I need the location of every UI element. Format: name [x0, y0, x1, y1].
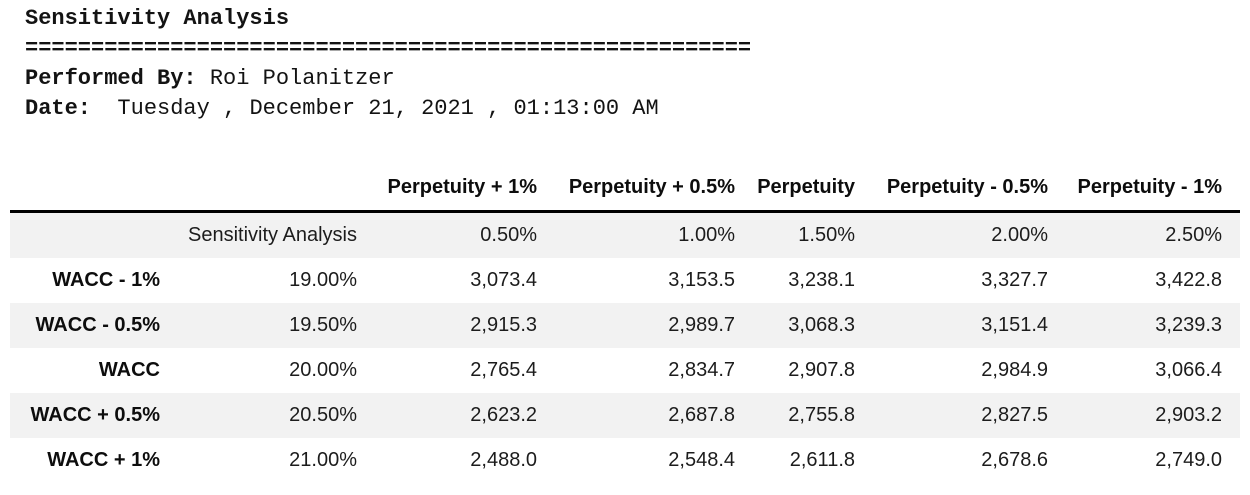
date-line: Date: Tuesday , December 21, 2021 , 01:1…	[25, 94, 751, 124]
table-cell: 20.00%	[289, 359, 357, 381]
table-cell: 2,548.4	[668, 449, 735, 471]
table-cell: 2,488.0	[470, 449, 537, 471]
row-index-cell: WACC	[98, 359, 160, 381]
table-cell: 2,749.0	[1155, 449, 1222, 471]
table-cell: 3,238.1	[788, 269, 855, 291]
table-cell: 2,834.7	[668, 359, 735, 381]
table-cell: 2,989.7	[668, 314, 735, 336]
table-header-row: Perpetuity + 1% Perpetuity + 0.5% Perpetui…	[10, 165, 1240, 213]
row-index-cell	[10, 212, 178, 259]
row-index-cell: WACC - 1%	[52, 269, 160, 291]
table-body: Sensitivity Analysis 0.50% 1.00% 1.50% 2.00%…	[10, 211, 1240, 484]
table-cell: 20.50%	[289, 404, 357, 426]
table-cell: 2,678.6	[981, 449, 1048, 471]
table-cell: 2,984.9	[981, 359, 1048, 381]
table-row: WACC - 1% 19.00% 3,073.4 3,153.5 3,238.1 3,32…	[10, 258, 1240, 303]
table-cell: 1.00%	[678, 224, 735, 246]
table-cell: 2,907.8	[788, 359, 855, 381]
table-cell: 3,153.5	[668, 269, 735, 291]
table-cell: 2.50%	[1165, 224, 1222, 246]
performed-by-label: Performed By:	[25, 66, 197, 91]
table-cell: 3,239.3	[1155, 314, 1222, 336]
table-cell: 21.00%	[289, 449, 357, 471]
column-header	[10, 165, 178, 213]
table-cell: 1.50%	[798, 224, 855, 246]
table-row: WACC + 0.5% 20.50% 2,623.2 2,687.8 2,755.8 2,…	[10, 393, 1240, 438]
row-index-cell: WACC - 0.5%	[35, 314, 160, 336]
table-cell: 0.50%	[480, 224, 537, 246]
table-cell: 2,687.8	[668, 404, 735, 426]
date-value: Tuesday , December 21, 2021 , 01:13:00 A…	[91, 96, 659, 121]
table-row: WACC - 0.5% 19.50% 2,915.3 2,989.7 3,068.3 3,…	[10, 303, 1240, 348]
report-title: Sensitivity Analysis	[25, 6, 290, 31]
table-cell: 19.00%	[289, 269, 357, 291]
table-row: WACC + 1% 21.00% 2,488.0 2,548.4 2,611.8 2,67…	[10, 438, 1240, 483]
performed-by-line: Performed By: Roi Polanitzer	[25, 64, 751, 94]
table-cell: 2,611.8	[789, 449, 855, 471]
table-cell: Sensitivity Analysis	[188, 224, 357, 246]
performed-by-value: Roi Polanitzer	[196, 66, 395, 91]
table-cell: 3,066.4	[1155, 359, 1222, 381]
table-row: Sensitivity Analysis 0.50% 1.00% 1.50% 2.00%…	[10, 211, 1240, 259]
table-cell: 19.50%	[289, 314, 357, 336]
table-cell: 3,073.4	[470, 269, 537, 291]
table-cell: 3,327.7	[981, 269, 1048, 291]
console-output: Sensitivity Analysis ===================…	[25, 4, 751, 124]
table-row: WACC 20.00% 2,765.4 2,834.7 2,907.8 2,984.9 3,…	[10, 348, 1240, 393]
row-index-cell: WACC + 0.5%	[30, 404, 160, 426]
table-cell: 2,915.3	[470, 314, 537, 336]
row-index-cell: WACC + 1%	[47, 449, 160, 471]
table-cell: 2,827.5	[981, 404, 1048, 426]
table-cell: 3,068.3	[788, 314, 855, 336]
table-cell: 3,422.8	[1155, 269, 1222, 291]
table-cell: 2,755.8	[788, 404, 855, 426]
column-header: Perpetuity + 0.5%	[555, 165, 753, 213]
table-cell: 2,903.2	[1155, 404, 1222, 426]
column-header	[178, 165, 375, 213]
column-header: Perpetuity	[753, 165, 873, 213]
date-label: Date:	[25, 96, 92, 121]
column-header: Perpetuity - 1%	[1066, 165, 1240, 213]
divider-line: ========================================…	[25, 36, 752, 61]
sensitivity-table: Perpetuity + 1% Perpetuity + 0.5% Perpetui…	[10, 165, 1240, 483]
table-cell: 2,623.2	[470, 404, 537, 426]
column-header: Perpetuity + 1%	[375, 165, 555, 213]
column-header: Perpetuity - 0.5%	[873, 165, 1066, 213]
table-cell: 3,151.4	[981, 314, 1048, 336]
table-cell: 2,765.4	[470, 359, 537, 381]
table-cell: 2.00%	[991, 224, 1048, 246]
